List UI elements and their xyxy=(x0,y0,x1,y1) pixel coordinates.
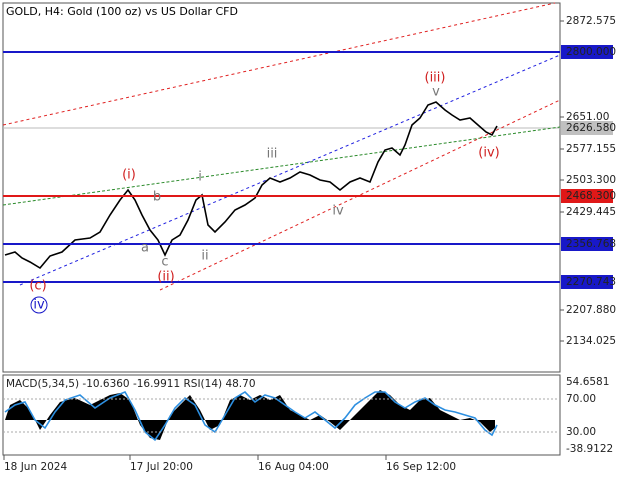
level-box xyxy=(561,189,613,203)
indicator-label: 70.00 xyxy=(566,393,596,405)
wave-label: (i) xyxy=(122,168,136,183)
macd-line xyxy=(4,390,498,442)
wave-label: iv xyxy=(332,204,344,219)
price-label: 2503.300 xyxy=(566,174,616,186)
trend-line xyxy=(19,54,561,286)
wave-label: (c) xyxy=(29,279,46,294)
time-label: 16 Aug 04:00 xyxy=(258,461,329,473)
wave-label: c xyxy=(161,255,168,270)
current-price: 2626.580 xyxy=(566,122,616,134)
wave-label: a xyxy=(141,241,149,256)
chart-title: GOLD, H4: Gold (100 oz) vs US Dollar CFD xyxy=(6,5,238,18)
price-label: 2429.445 xyxy=(566,206,616,218)
wave-label: i xyxy=(198,170,202,185)
time-label: 16 Sep 12:00 xyxy=(386,461,456,473)
wave-label: v xyxy=(432,85,440,100)
level-label: 2356.768 xyxy=(566,238,616,250)
indicator-title: MACD(5,34,5) -10.6360 -16.9911 RSI(14) 4… xyxy=(6,378,256,390)
indicator-label: -38.9122 xyxy=(566,443,613,455)
indicator-label: 54.6581 xyxy=(566,376,609,388)
wave-circle xyxy=(30,296,48,314)
price-box xyxy=(561,121,613,135)
wave-label: (ii) xyxy=(157,270,174,285)
level-label: 2270.743 xyxy=(566,276,616,288)
level-label: 2800.000 xyxy=(566,46,616,58)
level-label: 2468.300 xyxy=(566,190,616,202)
time-label: 17 Jul 20:00 xyxy=(130,461,193,473)
trend-line xyxy=(2,126,561,206)
macd-histogram xyxy=(5,390,495,440)
price-label: 2577.155 xyxy=(566,143,616,155)
level-box xyxy=(561,275,613,289)
price-label: 2872.575 xyxy=(566,15,616,27)
wave-label: iv xyxy=(33,298,45,313)
price-label: 2651.00 xyxy=(566,111,609,123)
wave-label: iii xyxy=(267,147,278,162)
time-label: 18 Jun 2024 xyxy=(4,461,67,473)
indicator-label: 30.00 xyxy=(566,426,596,438)
price-path xyxy=(4,101,498,270)
price-label: 2134.025 xyxy=(566,335,616,347)
main-frame xyxy=(2,2,561,373)
level-box xyxy=(561,45,613,59)
trend-line xyxy=(2,2,556,126)
wave-label: ii xyxy=(201,249,208,264)
indicator-frame xyxy=(2,374,561,456)
price-label: 2207.880 xyxy=(566,304,616,316)
trend-line xyxy=(159,99,561,291)
wave-label: b xyxy=(153,190,161,205)
wave-label: (iv) xyxy=(478,146,499,161)
wave-label: (iii) xyxy=(425,71,446,86)
level-box xyxy=(561,237,613,251)
